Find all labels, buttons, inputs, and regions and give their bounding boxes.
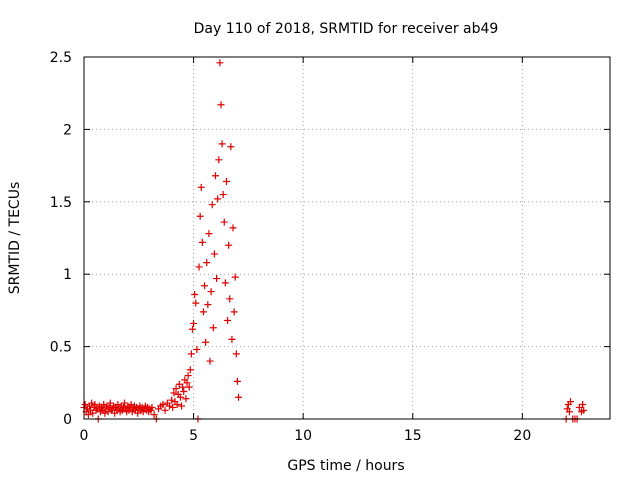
x-tick-label: 5	[189, 428, 198, 444]
data-point	[224, 317, 232, 325]
grid-lines	[83, 56, 610, 420]
data-point	[197, 183, 205, 191]
data-point	[207, 288, 215, 296]
data-point	[150, 411, 158, 419]
data-point	[84, 411, 92, 419]
data-point	[233, 377, 241, 385]
data-point	[214, 195, 222, 203]
x-tick-label: 15	[404, 428, 422, 444]
data-point	[195, 263, 203, 271]
data-point	[567, 398, 575, 406]
data-point	[199, 308, 207, 316]
data-point	[192, 299, 200, 307]
data-point	[190, 319, 198, 327]
y-tick-label: 2	[63, 122, 72, 138]
x-tick-label: 0	[80, 428, 89, 444]
data-point	[206, 357, 214, 365]
chart-title: Day 110 of 2018, SRMTID for receiver ab4…	[194, 21, 499, 37]
data-point	[210, 250, 218, 258]
data-point	[202, 338, 210, 346]
data-point	[127, 401, 135, 409]
data-point	[184, 372, 192, 380]
data-point	[228, 335, 236, 343]
data-point	[187, 350, 195, 358]
data-point	[165, 402, 173, 410]
data-point	[216, 59, 224, 67]
data-point	[91, 401, 99, 409]
data-point	[213, 275, 221, 283]
data-point	[212, 172, 219, 180]
data-point	[170, 389, 178, 397]
data-point	[183, 379, 191, 387]
data-point	[203, 259, 211, 267]
data-point	[114, 401, 122, 409]
data-point	[580, 406, 588, 414]
data-point	[191, 290, 199, 298]
y-tick-label: 0.5	[50, 340, 72, 356]
data-point	[221, 279, 229, 287]
data-point	[159, 401, 167, 409]
axis-ticks: 0 5 10 15 20 0 0.5 1 1.5 2 2.5	[50, 50, 610, 444]
data-point	[222, 178, 230, 186]
plot-frame	[83, 56, 611, 420]
data-point	[579, 401, 587, 409]
data-point	[176, 393, 184, 401]
data-point	[169, 403, 177, 411]
data-point	[172, 385, 180, 393]
data-point	[81, 401, 89, 409]
data-point	[100, 401, 108, 409]
data-point	[209, 324, 217, 332]
data-point	[180, 387, 188, 395]
data-point	[101, 409, 109, 417]
x-tick-label: 20	[513, 428, 531, 444]
data-point	[217, 101, 225, 109]
data-point	[229, 224, 237, 232]
data-point	[208, 201, 216, 209]
data-point	[193, 345, 201, 353]
data-point	[232, 350, 240, 358]
data-point	[161, 406, 169, 414]
data-point	[215, 156, 223, 164]
data-point	[220, 218, 228, 226]
y-tick-label: 0	[63, 412, 72, 428]
data-point	[88, 399, 96, 407]
data-point	[218, 140, 226, 148]
y-tick-label: 2.5	[50, 50, 72, 66]
data-point	[173, 401, 181, 409]
data-point	[196, 212, 204, 220]
data-point	[182, 395, 190, 403]
data-point	[230, 308, 238, 316]
data-point	[225, 241, 233, 249]
data-point	[226, 295, 234, 303]
data-point	[186, 366, 194, 374]
x-axis-label: GPS time / hours	[287, 458, 404, 474]
data-point	[198, 238, 206, 246]
y-axis-label: SRMTID / TECUs	[7, 182, 23, 295]
data-point	[219, 191, 227, 199]
data-point	[92, 406, 100, 414]
data-point	[185, 383, 193, 391]
data-point	[205, 230, 213, 238]
data-point	[104, 408, 112, 416]
y-tick-label: 1	[63, 267, 72, 283]
x-tick-label: 10	[294, 428, 312, 444]
data-point	[235, 393, 243, 401]
data-point	[188, 325, 196, 333]
data-point	[204, 301, 212, 309]
data-point	[227, 143, 235, 151]
data-points	[80, 59, 588, 423]
data-point	[231, 273, 239, 281]
data-point	[565, 408, 573, 416]
data-point	[148, 403, 156, 411]
y-tick-label: 1.5	[50, 195, 72, 211]
data-point	[168, 396, 176, 404]
data-point	[201, 282, 209, 290]
data-point	[178, 402, 186, 410]
data-point	[179, 383, 187, 391]
